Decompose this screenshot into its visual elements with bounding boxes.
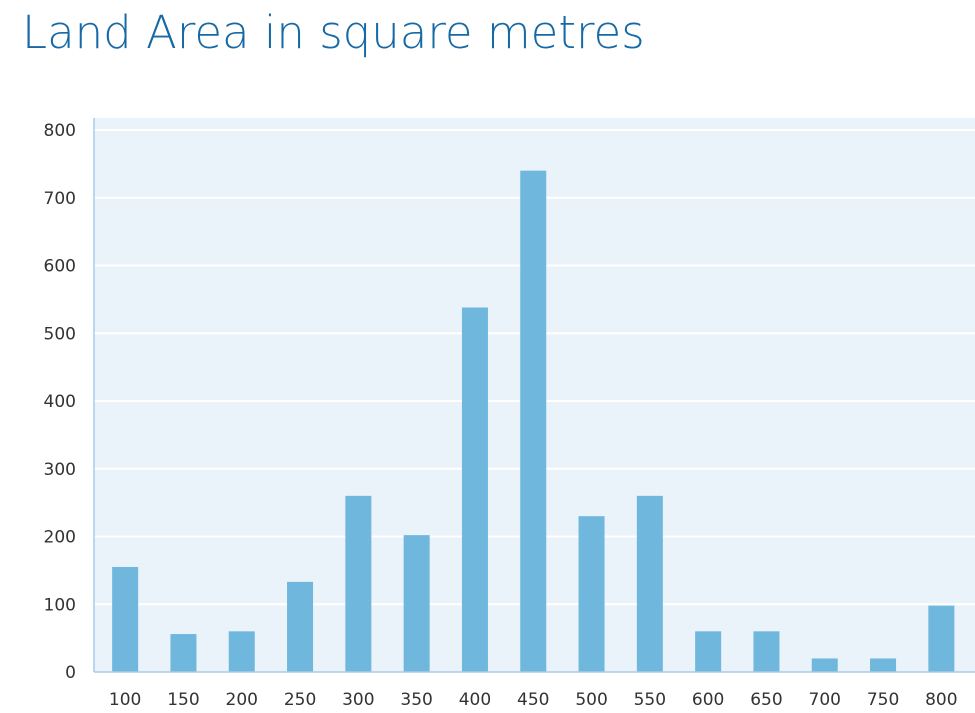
- y-tick-label: 200: [44, 528, 76, 548]
- y-tick-label: 800: [44, 121, 76, 141]
- y-tick-label: 500: [44, 324, 76, 344]
- bar: [578, 516, 605, 672]
- x-tick-label: 250: [284, 690, 316, 710]
- x-tick-label: 750: [867, 690, 899, 710]
- x-axis-ticks: 100 150 200 250 300 350 400 450 500 550 600 650 700 7…: [109, 690, 958, 710]
- x-tick-label: 800: [925, 690, 957, 710]
- x-tick-label: 700: [809, 690, 841, 710]
- bars: [112, 170, 955, 672]
- bar: [170, 634, 197, 672]
- bar: [403, 535, 430, 672]
- y-tick-label: 600: [44, 257, 76, 277]
- bar: [461, 307, 488, 672]
- bar: [112, 566, 139, 672]
- bar: [753, 631, 780, 672]
- y-tick-label: 100: [44, 595, 76, 615]
- x-tick-label: 150: [167, 690, 199, 710]
- x-tick-label: 600: [692, 690, 724, 710]
- x-tick-label: 500: [575, 690, 607, 710]
- bar: [928, 605, 955, 672]
- bar: [695, 631, 722, 672]
- x-tick-label: 200: [226, 690, 258, 710]
- bar: [636, 495, 663, 672]
- bar: [870, 658, 897, 672]
- x-tick-label: 100: [109, 690, 141, 710]
- bar: [811, 658, 838, 672]
- y-tick-label: 400: [44, 392, 76, 412]
- y-tick-label: 700: [44, 189, 76, 209]
- x-tick-label: 550: [634, 690, 666, 710]
- x-tick-label: 450: [517, 690, 549, 710]
- x-tick-label: 350: [400, 690, 432, 710]
- bar: [520, 170, 547, 672]
- y-tick-label: 0: [65, 663, 76, 683]
- y-tick-label: 300: [44, 460, 76, 480]
- x-tick-label: 300: [342, 690, 374, 710]
- chart-title: Land Area in square metres: [22, 6, 645, 59]
- y-axis-ticks: 0 100 200 300 400 500 600 700 800: [44, 121, 76, 683]
- bar: [345, 495, 372, 672]
- bar: [287, 581, 314, 672]
- x-tick-label: 650: [750, 690, 782, 710]
- x-tick-label: 400: [459, 690, 491, 710]
- bar: [228, 631, 255, 672]
